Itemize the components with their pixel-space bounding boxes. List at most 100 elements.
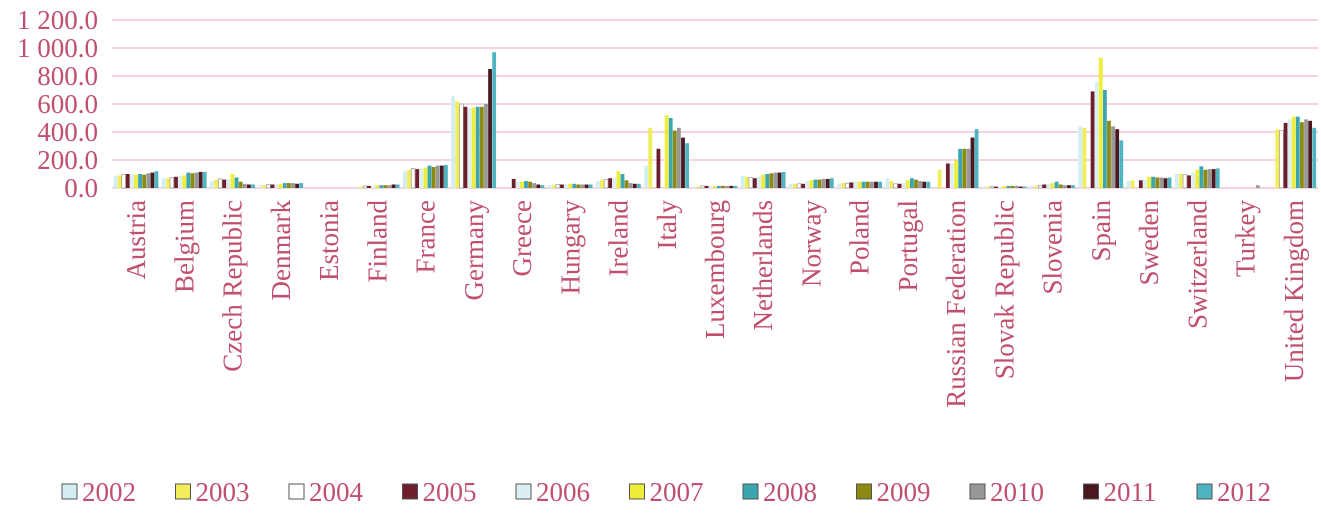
legend-item-2003: 2003 [175,477,250,507]
bar-2005-france [415,169,420,188]
bar-2010-slovak-republic [1014,185,1019,188]
bar-2012-switzerland [1215,168,1220,188]
bar-2002-ireland [595,181,600,188]
bar-2005-russian-federation [945,163,950,188]
bar-2006-luxembourg [708,185,713,188]
bar-2002-denmark [258,185,263,188]
bar-2009-greece [528,181,532,188]
bar-2009-ireland [624,180,629,188]
bar-2004-slovak-republic [989,186,995,189]
grid-lines [112,19,1318,189]
bar-2010-italy [677,127,681,188]
category-label: Spain [1086,200,1116,262]
legend-label: 2012 [1217,477,1271,507]
bar-2009-russian-federation [962,148,967,188]
bar-2006-switzerland [1191,172,1196,188]
legend-label: 2006 [536,477,590,507]
bar-2006-germany [467,108,472,188]
bar-2005-austria [125,174,130,188]
legend-label: 2011 [1104,477,1157,507]
bar-2008-france [427,165,432,188]
bar-2004-ireland [603,179,609,189]
bar-2008-spain [1102,90,1107,188]
bar-2009-netherlands [769,173,774,188]
bar-2009-portugal [914,179,918,188]
bar-2012-belgium [202,171,207,188]
bar-2006-france [419,168,424,188]
bar-2004-austria [121,174,126,189]
bar-2010-spain [1111,126,1115,188]
bar-2005-united-kingdom [1283,122,1288,188]
bar-2012-russian-federation [974,129,979,188]
bar-2005-denmark [270,184,275,188]
bar-2003-germany [455,101,460,188]
bar-2003-poland [841,183,846,188]
bar-2012-slovak-republic [1022,186,1027,188]
legend-item-2007: 2007 [629,477,704,507]
bar-2006-norway [805,181,810,188]
bar-2012-luxembourg [733,185,738,188]
bar-2011-slovak-republic [1018,186,1023,188]
legend-item-2005: 2005 [402,477,477,507]
bar-2010-ireland [628,183,633,188]
bar-2002-luxembourg [692,186,697,188]
legend-swatch [742,483,759,500]
bar-2006-hungary [564,184,568,188]
category-label: Slovak Republic [989,200,1019,379]
legend-swatch [1083,483,1099,500]
bar-2005-slovak-republic [994,186,998,188]
bar-2003-russian-federation [937,169,942,188]
bar-2011-ireland [632,183,637,188]
legend-swatch [61,483,78,500]
legend-label: 2004 [309,477,364,507]
category-label: Portugal [893,200,923,292]
bar-2003-france [407,169,411,188]
legend-swatch [175,483,191,500]
bar-2008-ireland [620,174,625,188]
bar-2010-hungary [580,184,585,188]
bar-2006-united-kingdom [1287,119,1292,188]
bar-2008-slovak-republic [1006,185,1011,188]
category-label: Switzerland [1182,200,1212,329]
category-label: Hungary [555,200,585,295]
bar-2009-spain [1107,120,1111,188]
bar-2008-netherlands [765,174,770,188]
bar-2003-norway [793,183,797,188]
bar-2008-belgium [186,172,191,188]
category-label: Sweden [1134,200,1164,286]
bar-2002-switzerland [1174,174,1179,188]
legend-label: 2010 [990,477,1044,507]
bar-2012-spain [1119,140,1124,188]
bar-2002-hungary [547,185,552,188]
bar-2007-sweden [1147,176,1151,188]
bar-2005-spain [1090,91,1095,188]
bar-2010-austria [146,173,151,188]
bar-2009-belgium [190,173,195,188]
bar-2010-russian-federation [966,148,971,188]
bar-2005-czech-republic [222,179,227,188]
y-tick-label: 400.0 [37,117,98,147]
bar-2011-russian-federation [970,137,975,188]
bar-2008-finland [379,185,384,188]
bar-2004-finland [362,185,368,189]
bar-2006-spain [1094,81,1099,188]
bar-2008-united-kingdom [1295,116,1300,188]
bar-2011-united-kingdom [1308,120,1313,188]
bar-2002-belgium [161,178,166,188]
bar-2007-norway [809,180,814,188]
bar-2008-hungary [572,183,577,188]
bar-2009-finland [383,185,388,188]
legend-label: 2005 [423,477,477,507]
bar-2010-united-kingdom [1304,119,1308,188]
bar-2003-czech-republic [214,179,218,188]
legend-item-2002: 2002 [61,477,136,507]
bar-2005-switzerland [1187,175,1191,188]
bar-2009-austria [142,174,147,188]
bar-2012-slovenia [1071,185,1075,188]
legend-swatch [515,483,532,500]
bar-2003-united-kingdom [1275,129,1280,188]
bar-2008-russian-federation [958,148,963,188]
category-label: Slovenia [1038,200,1068,295]
bar-2003-slovenia [1034,185,1039,188]
